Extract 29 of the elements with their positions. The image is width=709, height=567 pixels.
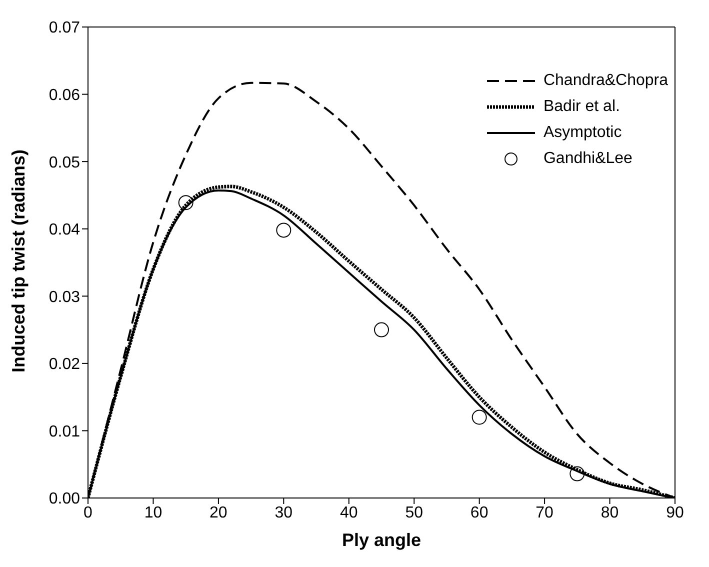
y-axis-title: Induced tip twist (radians) (8, 149, 28, 372)
point (276, 222, 292, 238)
legend-label: Badir et al. (543, 98, 620, 116)
legend-label: Asymptotic (543, 124, 622, 142)
point (472, 410, 487, 425)
point (570, 466, 585, 482)
x-tick-label: 30 (274, 504, 293, 522)
x-tick-label: 50 (405, 504, 424, 522)
point (178, 195, 194, 210)
x-tick-label: 60 (470, 504, 488, 522)
y-tick-label: 0.06 (48, 86, 80, 104)
x-tick-label: 70 (536, 504, 554, 522)
y-tick-label: 0.02 (48, 356, 80, 374)
y-tick-label: 0.03 (48, 288, 80, 306)
x-tick-label: 20 (210, 504, 228, 522)
y-tick-label: 0.04 (48, 222, 80, 239)
legend-label: Gandhi&Lee (543, 150, 632, 168)
x-tick-label: 40 (340, 504, 358, 522)
y-tick-label: 0.05 (48, 154, 80, 172)
x-tick-label: 90 (666, 504, 684, 522)
x-tick-label: 80 (600, 504, 619, 522)
legend-label: Chandra&Chopra (543, 72, 668, 90)
x-tick-label: 0 (84, 504, 93, 522)
point (374, 322, 389, 338)
x-axis-title: Ply angle (342, 530, 422, 550)
y-tick-label: 0.01 (48, 423, 80, 440)
y-tick-label: 0.00 (48, 490, 80, 508)
x-tick-label: 10 (144, 504, 162, 522)
y-tick-label: 0.07 (48, 20, 80, 37)
